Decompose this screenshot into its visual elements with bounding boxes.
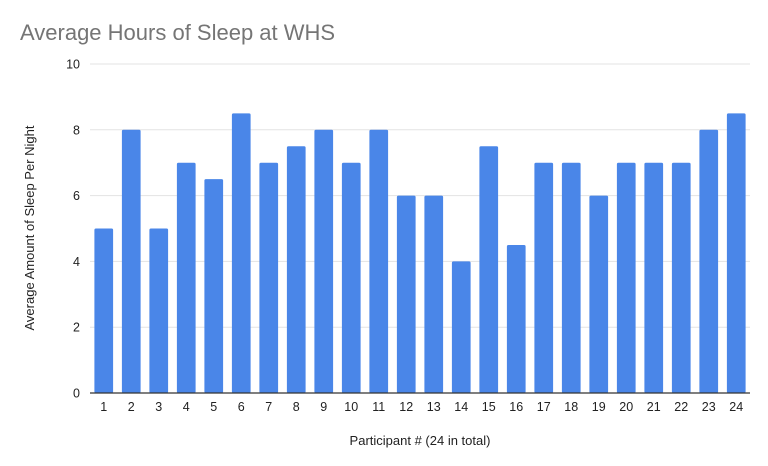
x-tick-label: 12 [399,400,413,414]
x-tick-label: 9 [320,400,327,414]
bar-participant-19 [589,195,609,393]
x-tick-label: 15 [482,400,496,414]
x-tick-label: 17 [537,400,551,414]
bar-participant-22 [671,162,691,393]
bar-participant-20 [616,162,636,393]
bar-participant-9 [314,129,334,394]
x-tick-label: 20 [619,400,633,414]
x-tick-label: 14 [454,400,468,414]
y-axis-label: Average Amount of Sleep Per Night [22,125,37,330]
x-tick-label: 21 [647,400,661,414]
bar-participant-2 [121,129,141,394]
bar-participant-12 [396,195,416,393]
x-tick-label: 24 [729,400,743,414]
x-tick-label: 7 [265,400,272,414]
x-tick-label: 1 [100,400,107,414]
x-tick-label: 5 [210,400,217,414]
bar-participant-24 [726,113,746,393]
x-tick-label: 16 [509,400,523,414]
x-tick-label: 19 [592,400,606,414]
gridlines [90,63,750,328]
y-tick-label: 2 [73,321,80,335]
x-tick-label: 4 [183,400,190,414]
bars [94,113,746,394]
bar-participant-17 [534,162,554,393]
y-tick-label: 8 [73,123,80,137]
bar-participant-13 [424,195,444,393]
bar-participant-1 [94,228,114,393]
bar-participant-6 [231,113,251,393]
bar-participant-14 [451,261,471,393]
y-tick-label: 0 [73,387,80,401]
y-tick-label: 4 [73,255,80,269]
bar-participant-5 [204,179,224,393]
x-tick-label: 2 [128,400,135,414]
chart-title: Average Hours of Sleep at WHS [20,20,335,45]
bar-participant-16 [506,244,526,393]
bar-participant-8 [286,146,306,393]
bar-participant-18 [561,162,581,393]
x-tick-label: 3 [155,400,162,414]
y-tick-label: 10 [66,58,80,72]
x-tick-label: 11 [372,400,385,414]
bar-participant-10 [341,162,361,393]
x-tick-label: 10 [344,400,358,414]
y-tick-label: 6 [73,189,80,203]
bar-participant-3 [149,228,169,393]
y-axis-tick-labels: 0 2 4 6 8 10 [66,58,80,401]
x-tick-label: 22 [674,400,688,414]
x-axis-tick-labels: 1 2 3 4 5 6 7 8 9 10 11 12 13 14 15 16 17 18 19 20 21 22 23 24 [100,400,743,414]
x-tick-label: 18 [564,400,578,414]
x-tick-label: 6 [238,400,245,414]
bar-participant-7 [259,162,279,393]
x-tick-label: 13 [427,400,441,414]
bar-participant-11 [369,129,389,394]
bar-participant-4 [176,162,196,393]
bar-participant-15 [479,146,499,393]
x-tick-label: 23 [702,400,716,414]
bar-participant-21 [644,162,664,393]
bar-participant-23 [699,129,719,394]
x-tick-label: 8 [293,400,300,414]
x-axis-label: Participant # (24 in total) [350,433,491,448]
